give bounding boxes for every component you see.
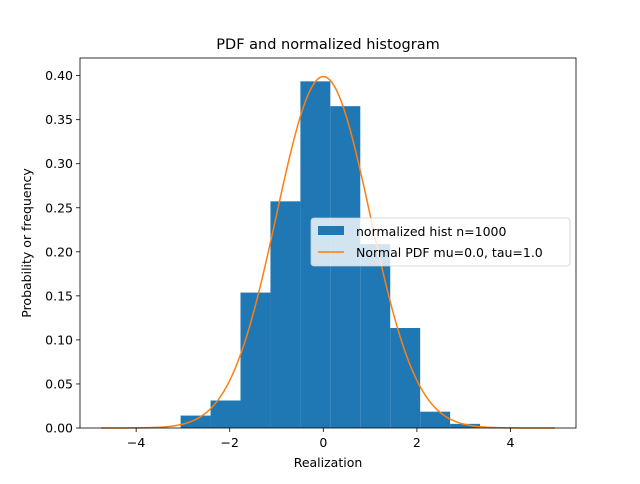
chart-title: PDF and normalized histogram <box>216 37 439 53</box>
histogram-bar <box>330 106 361 428</box>
y-tick-label: 0.30 <box>45 156 73 171</box>
y-tick-label: 0.05 <box>45 376 73 391</box>
plot-frame <box>79 57 577 429</box>
x-axis-label: Realization <box>294 455 363 470</box>
legend-box <box>310 217 571 267</box>
histogram-bar <box>270 201 301 428</box>
y-axis-ticks: 0.00 0.05 0.10 0.15 0.20 0.25 0.30 0.35 0.40 <box>45 68 80 436</box>
histogram-bar <box>450 423 481 428</box>
y-tick-label: 0.20 <box>45 244 73 259</box>
legend: normalized hist n=1000 Normal PDF mu=0.0… <box>310 217 571 267</box>
y-tick-label: 0.10 <box>45 332 73 347</box>
y-tick-label: 0.35 <box>45 112 73 127</box>
pdf-curve-line <box>101 75 555 429</box>
legend-pdf-label: Normal PDF mu=0.0, tau=1.0 <box>356 245 543 260</box>
histogram-bar <box>420 411 451 428</box>
x-axis-ticks: −4 −2 0 2 4 <box>127 428 515 450</box>
legend-hist-swatch <box>318 226 344 235</box>
y-tick-label: 0.40 <box>45 68 73 83</box>
x-tick-label: 2 <box>413 435 421 450</box>
x-tick-label: −4 <box>127 435 145 450</box>
y-axis-label: Probability or frequency <box>19 168 34 318</box>
x-tick-label: 4 <box>507 435 515 450</box>
y-tick-label: 0.00 <box>45 421 73 436</box>
x-tick-label: 0 <box>319 435 327 450</box>
histogram-bar <box>210 400 241 428</box>
y-tick-label: 0.15 <box>45 288 73 303</box>
histogram-bar <box>180 415 211 428</box>
x-tick-label: −2 <box>221 435 239 450</box>
legend-hist-label: normalized hist n=1000 <box>356 224 506 239</box>
histogram-bar <box>240 292 271 428</box>
histogram-bar <box>360 244 391 428</box>
y-tick-label: 0.25 <box>45 200 73 215</box>
